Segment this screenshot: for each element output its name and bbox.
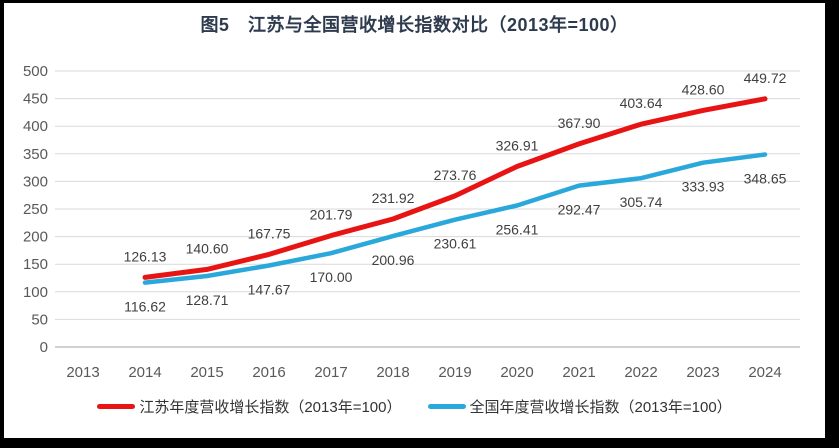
y-axis-tick-label: 250 xyxy=(23,201,48,218)
x-axis-tick-label: 2016 xyxy=(252,364,285,381)
y-axis-tick-label: 500 xyxy=(23,63,48,80)
data-label: 147.67 xyxy=(248,281,291,297)
data-label: 167.75 xyxy=(248,225,291,241)
data-label: 230.61 xyxy=(434,236,477,252)
data-label: 292.47 xyxy=(558,202,601,218)
data-label: 273.76 xyxy=(434,167,477,183)
y-axis-tick-label: 150 xyxy=(23,256,48,273)
data-label: 326.91 xyxy=(496,138,539,154)
data-label: 116.62 xyxy=(124,299,166,315)
y-axis-tick-label: 400 xyxy=(23,118,48,135)
series-line xyxy=(142,96,768,280)
data-label: 140.60 xyxy=(186,240,229,256)
data-label: 348.65 xyxy=(744,171,787,187)
data-label: 231.92 xyxy=(372,190,415,206)
x-axis-tick-label: 2013 xyxy=(66,364,99,381)
data-label: 367.90 xyxy=(558,115,601,131)
data-label: 428.60 xyxy=(682,81,725,97)
y-axis-tick-label: 50 xyxy=(31,311,48,328)
x-axis-tick-label: 2024 xyxy=(748,364,781,381)
x-axis-tick-label: 2023 xyxy=(686,364,719,381)
legend-item: 全国年度营收增长指数（2013年=100） xyxy=(427,396,732,417)
data-label: 201.79 xyxy=(310,207,353,223)
legend-label: 全国年度营收增长指数（2013年=100） xyxy=(469,399,732,416)
chart-legend: 江苏年度营收增长指数（2013年=100） 全国年度营收增长指数（2013年=10… xyxy=(4,396,825,417)
x-axis-tick-label: 2014 xyxy=(128,364,161,381)
legend-line-swatch xyxy=(427,404,466,409)
x-axis-tick-label: 2022 xyxy=(624,364,657,381)
chart-title: 图5 江苏与全国营收增长指数对比（2013年=100） xyxy=(200,15,629,35)
x-axis-tick-label: 2021 xyxy=(562,364,595,381)
series-line xyxy=(142,152,768,285)
y-axis-tick-label: 0 xyxy=(40,339,48,356)
data-label: 449.72 xyxy=(744,70,787,86)
x-axis-tick-label: 2020 xyxy=(500,364,533,381)
y-axis-tick-label: 350 xyxy=(23,146,48,163)
y-axis-tick-label: 450 xyxy=(23,91,48,108)
data-label: 128.71 xyxy=(186,292,229,308)
x-axis-tick-label: 2015 xyxy=(190,364,223,381)
x-axis-tick-label: 2017 xyxy=(314,364,347,381)
chart-canvas: 图5 江苏与全国营收增长指数对比（2013年=100） 0 50 100 150 200… xyxy=(4,3,825,438)
data-label: 200.96 xyxy=(372,252,415,268)
data-label: 170.00 xyxy=(310,269,353,285)
legend-line-swatch xyxy=(97,404,136,409)
line-chart: 0 50 100 150 200 250 300 350 400 450 500 2013 2014 20… xyxy=(23,63,800,381)
legend-label: 江苏年度营收增长指数（2013年=100） xyxy=(139,399,402,416)
y-axis-tick-label: 100 xyxy=(23,284,48,301)
y-axis-tick-label: 200 xyxy=(23,229,48,246)
x-axis-tick-label: 2018 xyxy=(376,364,409,381)
data-label: 403.64 xyxy=(620,95,663,111)
data-label: 305.74 xyxy=(620,194,663,210)
data-label: 256.41 xyxy=(496,221,539,237)
x-axis-tick-label: 2019 xyxy=(438,364,471,381)
data-label: 333.93 xyxy=(682,179,725,195)
legend-item: 江苏年度营收增长指数（2013年=100） xyxy=(97,396,402,417)
data-label: 126.13 xyxy=(124,248,167,264)
y-axis-tick-label: 300 xyxy=(23,173,48,190)
